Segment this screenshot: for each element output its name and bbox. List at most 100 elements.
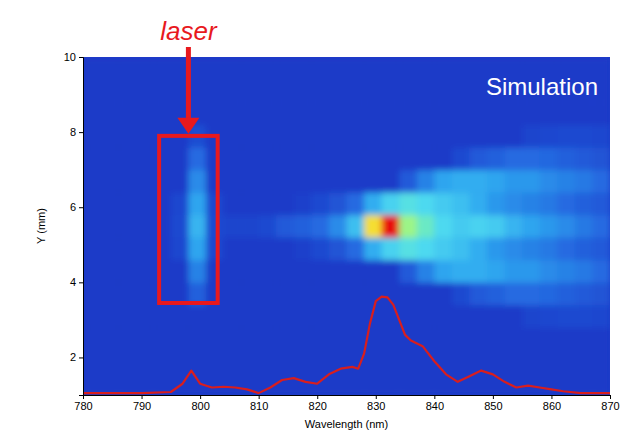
heatmap-cell <box>487 170 505 193</box>
heatmap-cell <box>347 260 365 283</box>
heatmap-cell <box>417 282 435 305</box>
heatmap-cell <box>311 147 329 170</box>
x-tick: 820 <box>309 395 327 412</box>
heatmap-cell <box>294 305 312 328</box>
heatmap-cell <box>329 305 347 328</box>
heatmap-cell <box>171 350 189 373</box>
heatmap-cell <box>399 260 417 283</box>
heatmap-cell <box>592 147 610 170</box>
chart: 780790800810820830840850860870246810Wave… <box>0 0 637 438</box>
heatmap-cell <box>575 125 593 148</box>
heatmap-cell <box>294 80 312 103</box>
heatmap-cell <box>311 215 329 238</box>
heatmap-cell <box>364 192 382 215</box>
heatmap-cell <box>364 125 382 148</box>
heatmap-cell <box>136 80 154 103</box>
heatmap-cell <box>241 282 259 305</box>
heatmap-cell <box>434 102 452 125</box>
heatmap-cell <box>188 327 206 350</box>
heatmap-cell <box>469 57 487 80</box>
heatmap-cell <box>417 215 435 238</box>
heatmap-cell <box>101 305 119 328</box>
heatmap-cell <box>540 102 558 125</box>
heatmap-cell <box>469 80 487 103</box>
heatmap-cell <box>206 327 224 350</box>
heatmap-cell <box>382 57 400 80</box>
y-tick-mark <box>79 357 83 358</box>
heatmap-cell <box>294 350 312 373</box>
heatmap-cell <box>136 260 154 283</box>
heatmap-cell <box>83 327 101 350</box>
heatmap-cell <box>452 80 470 103</box>
heatmap-cell <box>171 215 189 238</box>
laser-arrow-shaft <box>186 47 191 120</box>
x-tick: 780 <box>74 395 92 412</box>
x-tick-label: 860 <box>543 400 561 412</box>
heatmap-cell <box>575 102 593 125</box>
y-tick-label: 2 <box>70 351 76 363</box>
heatmap-cell <box>294 260 312 283</box>
heatmap-cell <box>101 215 119 238</box>
heatmap-cell <box>83 192 101 215</box>
heatmap-cell <box>382 80 400 103</box>
heatmap-cell <box>224 57 242 80</box>
heatmap-cell <box>452 170 470 193</box>
heatmap-cell <box>329 215 347 238</box>
x-tick: 810 <box>250 395 268 412</box>
heatmap-cell <box>382 237 400 260</box>
heatmap-cell <box>417 350 435 373</box>
heatmap-cell <box>557 327 575 350</box>
y-tick-mark <box>79 207 83 208</box>
heatmap-cell <box>206 372 224 395</box>
heatmap-cell <box>136 237 154 260</box>
heatmap-cell <box>452 305 470 328</box>
heatmap-cell <box>347 215 365 238</box>
y-tick: 10 <box>64 51 83 63</box>
heatmap-cell <box>83 237 101 260</box>
heatmap-cell <box>399 372 417 395</box>
heatmap-cell <box>329 260 347 283</box>
heatmap-cell <box>347 237 365 260</box>
heatmap-cell <box>136 102 154 125</box>
heatmap-cell <box>417 170 435 193</box>
laser-label: laser <box>160 16 218 46</box>
heatmap-cell <box>206 305 224 328</box>
heatmap-cell <box>224 80 242 103</box>
heatmap-cell <box>241 260 259 283</box>
heatmap-cell <box>83 57 101 80</box>
heatmap-cell <box>487 215 505 238</box>
heatmap-cell <box>434 215 452 238</box>
heatmap-cell <box>592 102 610 125</box>
heatmap-cell <box>575 372 593 395</box>
heatmap-cell <box>136 215 154 238</box>
heatmap-cell <box>557 215 575 238</box>
heatmap-cell <box>188 260 206 283</box>
heatmap-cell <box>364 237 382 260</box>
heatmap-cell <box>522 147 540 170</box>
heatmap-cell <box>592 327 610 350</box>
heatmap-cell <box>452 215 470 238</box>
heatmap-cell <box>347 125 365 148</box>
heatmap-cell <box>382 125 400 148</box>
heatmap-cell <box>487 282 505 305</box>
heatmap-cell <box>452 372 470 395</box>
heatmap-cell <box>487 350 505 373</box>
heatmap-cell <box>592 260 610 283</box>
y-tick-mark <box>79 57 83 58</box>
heatmap-cell <box>522 237 540 260</box>
heatmap-cell <box>382 215 400 238</box>
heatmap-cell <box>469 282 487 305</box>
heatmap-cell <box>259 282 277 305</box>
heatmap-cell <box>487 192 505 215</box>
heatmap-cell <box>522 372 540 395</box>
heatmap-cell <box>469 170 487 193</box>
x-tick-label: 790 <box>133 400 151 412</box>
heatmap-cell <box>434 125 452 148</box>
heatmap-cell <box>136 57 154 80</box>
heatmap-cell <box>575 192 593 215</box>
heatmap-cell <box>592 192 610 215</box>
heatmap-cell <box>434 327 452 350</box>
heatmap-cell <box>557 192 575 215</box>
heatmap-cell <box>101 372 119 395</box>
heatmap-cell <box>575 327 593 350</box>
